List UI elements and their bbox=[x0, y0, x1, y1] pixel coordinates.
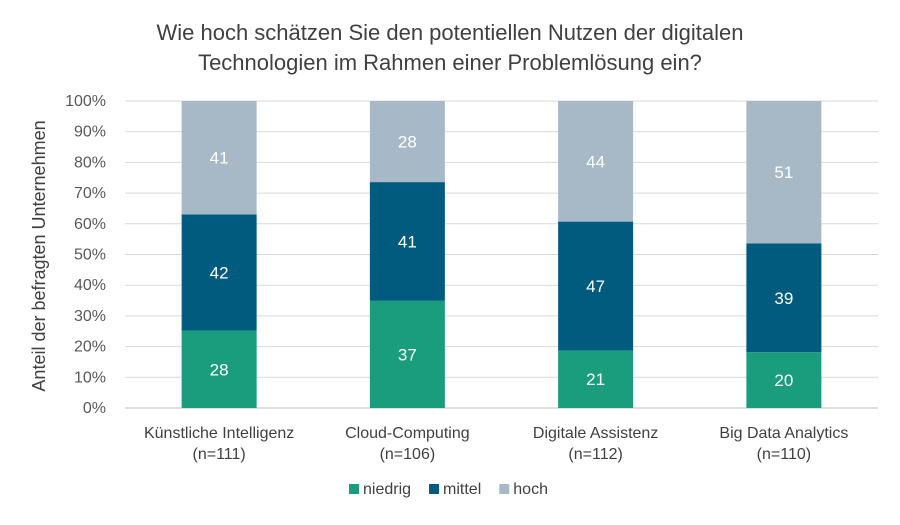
bar-segment-mittel bbox=[369, 182, 445, 301]
bar-stack: 21 47 44 bbox=[558, 101, 634, 408]
y-tick-label: 80% bbox=[74, 154, 106, 171]
x-tick-label: Big Data Analytics bbox=[719, 425, 848, 442]
x-tick-label: Digitale Assistenz bbox=[533, 425, 658, 442]
data-label: 41 bbox=[398, 232, 417, 251]
legend-label: niedrig bbox=[363, 481, 411, 498]
legend-swatch bbox=[499, 484, 510, 494]
y-tick-label: 60% bbox=[74, 216, 106, 233]
bar-stack: 37 41 28 bbox=[369, 101, 445, 408]
bar-stack: 20 39 51 bbox=[746, 101, 822, 408]
chart-title-line-2: Technologien im Rahmen einer Problemlösu… bbox=[198, 50, 702, 75]
y-tick-label: 50% bbox=[74, 247, 106, 264]
x-tick-label: Cloud-Computing bbox=[345, 425, 470, 442]
y-tick-label: 20% bbox=[74, 339, 106, 356]
data-label: 41 bbox=[210, 149, 229, 168]
bar-segment-mittel bbox=[558, 221, 634, 351]
data-label: 47 bbox=[586, 277, 605, 296]
y-axis-ticks: 0% 10% 20% 30% 40% 50% 60% 70% 80% 90% 100% bbox=[65, 93, 106, 417]
chart-title-line-1: Wie hoch schätzen Sie den potentiellen N… bbox=[156, 20, 743, 45]
legend-swatch bbox=[429, 484, 440, 494]
data-label: 21 bbox=[586, 370, 605, 389]
y-tick-label: 40% bbox=[74, 277, 106, 294]
y-tick-label: 100% bbox=[65, 93, 106, 110]
legend-item-mittel: mittel bbox=[429, 481, 481, 498]
data-label: 39 bbox=[774, 289, 793, 308]
y-tick-label: 70% bbox=[74, 185, 106, 202]
y-tick-label: 10% bbox=[74, 369, 106, 386]
bars: 28 42 41 37 41 28 21 47 44 20 39 51 bbox=[181, 101, 822, 408]
data-label: 44 bbox=[586, 152, 605, 171]
data-label: 51 bbox=[774, 163, 793, 182]
y-tick-label: 90% bbox=[74, 124, 106, 141]
bar-segment-niedrig bbox=[369, 300, 445, 408]
data-label: 37 bbox=[398, 345, 417, 364]
x-tick-label: (n=111) bbox=[193, 446, 246, 463]
y-tick-label: 30% bbox=[74, 308, 106, 325]
bar-segment-niedrig bbox=[558, 350, 634, 408]
x-axis-labels: Künstliche Intelligenz (n=111) Cloud-Compu… bbox=[144, 425, 848, 463]
legend-label: mittel bbox=[443, 481, 481, 498]
y-tick-label: 0% bbox=[83, 400, 106, 417]
bar-segment-hoch bbox=[746, 101, 822, 244]
bar-stack: 28 42 41 bbox=[181, 101, 257, 408]
legend-item-hoch: hoch bbox=[499, 481, 548, 498]
bar-segment-hoch bbox=[181, 101, 257, 215]
data-label: 28 bbox=[210, 360, 229, 379]
bar-segment-niedrig bbox=[746, 352, 822, 408]
bar-segment-hoch bbox=[369, 101, 445, 183]
chart-title: Wie hoch schätzen Sie den potentiellen N… bbox=[156, 20, 743, 75]
bar-segment-mittel bbox=[746, 243, 822, 353]
x-tick-label: (n=110) bbox=[757, 446, 811, 463]
x-tick-label: (n=106) bbox=[380, 446, 436, 463]
legend-swatch bbox=[349, 484, 359, 494]
data-label: 28 bbox=[398, 133, 417, 152]
legend: niedrig mittel hoch bbox=[349, 481, 548, 498]
bar-segment-hoch bbox=[558, 101, 634, 222]
bar-segment-niedrig bbox=[181, 330, 257, 408]
legend-item-niedrig: niedrig bbox=[349, 481, 411, 498]
x-tick-label: (n=112) bbox=[568, 446, 622, 463]
x-tick-label: Künstliche Intelligenz bbox=[144, 425, 294, 442]
legend-label: hoch bbox=[513, 481, 548, 498]
y-axis-label: Anteil der befragten Unternehmen bbox=[29, 120, 49, 391]
data-label: 42 bbox=[210, 263, 229, 282]
data-label: 20 bbox=[774, 371, 793, 390]
bar-segment-mittel bbox=[181, 214, 257, 331]
